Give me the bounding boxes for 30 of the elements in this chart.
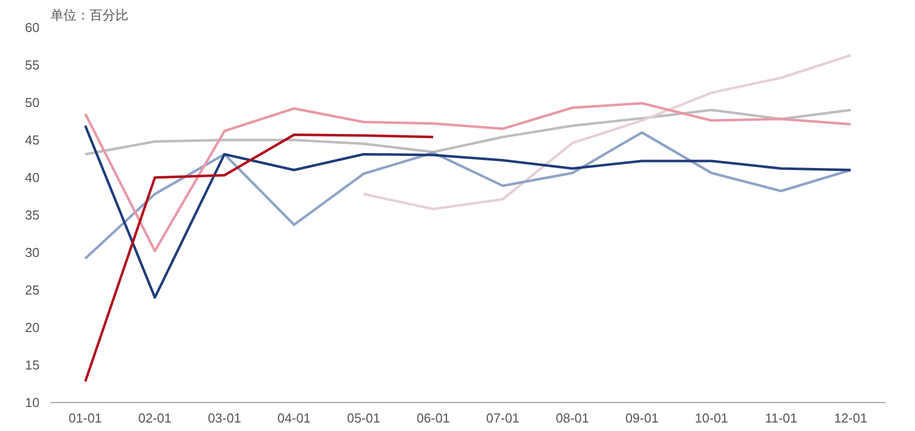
x-tick-label: 08-01 xyxy=(556,410,589,426)
y-tick-label: 30 xyxy=(25,245,40,260)
x-tick-label: 06-01 xyxy=(416,410,450,426)
line-series xyxy=(84,102,852,252)
y-tick-label: 10 xyxy=(25,395,40,410)
line-series xyxy=(84,131,852,260)
x-tick-label: 07-01 xyxy=(486,410,520,426)
y-tick-label: 40 xyxy=(25,170,40,185)
y-tick-label: 35 xyxy=(25,208,40,222)
x-tick-label: 03-01 xyxy=(208,410,242,426)
x-tick-label: 01-01 xyxy=(68,410,102,426)
y-tick-label: 60 xyxy=(25,20,40,35)
x-tick-label: 11-01 xyxy=(764,410,798,426)
y-tick-label: 15 xyxy=(25,358,40,372)
x-tick-label: 09-01 xyxy=(625,410,659,426)
y-tick-label: 50 xyxy=(25,95,40,110)
x-tick-label: 10-01 xyxy=(694,410,728,426)
x-tick-label: 12-01 xyxy=(834,410,868,426)
line-series xyxy=(362,54,852,210)
y-tick-label: 20 xyxy=(25,320,40,335)
y-tick-label: 45 xyxy=(25,132,40,148)
y-tick-label: 25 xyxy=(25,282,40,298)
x-tick-label: 02-01 xyxy=(138,410,172,426)
y-axis-title: 单位：百分比 xyxy=(50,8,128,22)
line-series xyxy=(84,124,852,299)
line-series xyxy=(84,108,852,156)
line-series xyxy=(84,134,434,383)
x-tick-label: 05-01 xyxy=(347,410,380,426)
y-tick-label: 55 xyxy=(25,58,40,72)
x-tick-label: 04-01 xyxy=(277,410,311,426)
